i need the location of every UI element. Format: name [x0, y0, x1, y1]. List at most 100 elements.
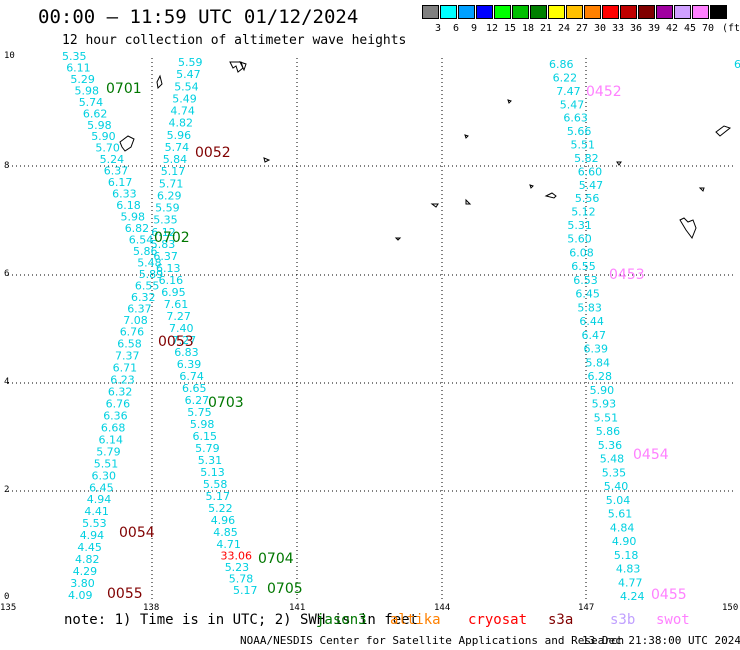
wave-height-value: 5.31 [567, 219, 592, 232]
wave-height-value: 6.60 [578, 165, 603, 178]
wave-height-value: 5.13 [200, 466, 225, 479]
wave-height-value: 6.53 [573, 274, 598, 287]
pass-time-label: 0704 [258, 551, 294, 567]
wave-height-value: 6.12 [151, 226, 176, 239]
wave-height-value: 6.44 [579, 315, 604, 328]
pass-time-label: 0053 [158, 334, 194, 350]
legend-label: 24 [557, 23, 571, 34]
wave-height-value: 6.37 [104, 165, 129, 178]
satellite-legend-item: cryosat [468, 612, 528, 628]
track-values: 5.356.115.295.985.746.625.985.905.705.24… [62, 50, 740, 603]
wave-height-value: 4.77 [618, 576, 643, 589]
generated-timestamp: 13 Dec 21:38:00 UTC 2024 [582, 634, 740, 647]
wave-height-value: 4.29 [73, 565, 98, 578]
legend-swatch [584, 5, 601, 19]
wave-height-value: 5.98 [75, 84, 100, 97]
wave-height-value: 6.63 [563, 112, 588, 125]
wave-height-value: 5.29 [70, 73, 95, 86]
legend-swatch [620, 5, 637, 19]
legend-swatch [638, 5, 655, 19]
wave-height-value: 6 [734, 58, 740, 71]
wave-height-value: 6.58 [117, 338, 142, 351]
wave-height-value: 7.37 [115, 350, 140, 363]
y-tick-label: 8 [4, 161, 10, 171]
wave-height-value: 5.71 [159, 177, 184, 190]
wave-height-value: 5.31 [198, 454, 223, 467]
wave-height-value: 6.18 [116, 199, 141, 212]
wave-height-value: 5.35 [153, 214, 178, 227]
y-tick-label: 2 [4, 485, 10, 495]
pass-time-label: 0455 [651, 587, 687, 603]
legend-swatch [674, 5, 691, 19]
wave-height-value: 4.82 [75, 553, 100, 566]
x-tick-label: 147 [578, 603, 595, 613]
wave-height-value: 6.71 [113, 362, 138, 375]
wave-height-value: 5.54 [174, 80, 199, 93]
wave-height-value: 6.62 [83, 107, 108, 120]
wave-height-value: 4.90 [612, 535, 637, 548]
wave-height-value: 5.48 [600, 453, 625, 466]
wave-height-value: 5.90 [91, 130, 116, 143]
wave-height-value: 5.12 [571, 206, 596, 219]
wave-height-value: 33.06 [221, 549, 253, 562]
legend-swatch [458, 5, 475, 19]
wave-height-value: 5.83 [151, 238, 176, 251]
wave-height-value: 6.45 [575, 288, 600, 301]
pass-time-label: 0453 [609, 267, 645, 283]
wave-height-value: 5.17 [161, 165, 186, 178]
legend-swatch [602, 5, 619, 19]
satellite-legend-item: altika [390, 612, 441, 628]
wave-height-value: 6.55 [571, 260, 596, 273]
wave-height-value: 6.76 [120, 326, 145, 339]
coastlines [119, 61, 732, 241]
wave-height-value: 7.47 [556, 85, 581, 98]
wave-height-value: 4.41 [84, 505, 109, 518]
y-tick-label: 4 [4, 377, 10, 387]
map-title: 00:00 – 11:59 UTC 01/12/2024 [38, 6, 359, 28]
wave-height-value: 5.60 [567, 233, 592, 246]
wave-height-value: 5.56 [575, 192, 600, 205]
wave-height-value: 5.75 [187, 406, 212, 419]
wave-height-value: 4.71 [216, 538, 241, 551]
wave-height-value: 6.86 [549, 58, 574, 71]
wave-height-value: 5.23 [225, 561, 250, 574]
credit-line: NOAA/NESDIS Center for Satellite Applica… [240, 634, 625, 647]
satellite-legend-item: s3b [610, 612, 636, 628]
wave-height-value: 6.11 [66, 62, 91, 75]
legend-label: 15 [503, 23, 517, 34]
legend-label: 18 [521, 23, 535, 34]
wave-height-value: 6.37 [127, 303, 152, 316]
wave-height-value: 5.22 [208, 502, 233, 515]
pass-time-label: 0705 [267, 581, 303, 597]
legend-swatch [566, 5, 583, 19]
wave-height-value: 5.17 [206, 490, 231, 503]
wave-height-value: 5.53 [82, 517, 107, 530]
legend-label: 45 [683, 23, 697, 34]
legend-swatch [494, 5, 511, 19]
legend-label: 39 [647, 23, 661, 34]
wave-height-value: 4.45 [77, 541, 102, 554]
wave-height-value: 6.33 [112, 188, 137, 201]
wave-height-value: 5.89 [139, 268, 164, 281]
wave-height-value: 5.58 [203, 478, 228, 491]
wave-height-value: 5.74 [79, 96, 104, 109]
wave-height-value: 6.95 [161, 286, 186, 299]
wave-height-value: 6.32 [131, 291, 156, 304]
wave-height-value: 6.28 [588, 370, 613, 383]
wave-height-value: 6.65 [182, 382, 207, 395]
wave-height-value: 4.82 [169, 117, 194, 130]
wave-height-value: 6.22 [553, 71, 578, 84]
legend-label: 42 [665, 23, 679, 34]
legend-swatch [440, 5, 457, 19]
wave-height-value: 7.40 [169, 322, 194, 335]
legend-swatch [548, 5, 565, 19]
wave-height-value: 5.59 [155, 202, 180, 215]
wave-height-value: 5.51 [594, 411, 619, 424]
wave-height-value: 5.98 [190, 418, 215, 431]
wave-height-value: 5.98 [87, 119, 112, 132]
wave-height-value: 6.39 [584, 343, 609, 356]
satellite-legend-item: s3a [548, 612, 574, 628]
wave-height-value: 6.39 [177, 358, 202, 371]
